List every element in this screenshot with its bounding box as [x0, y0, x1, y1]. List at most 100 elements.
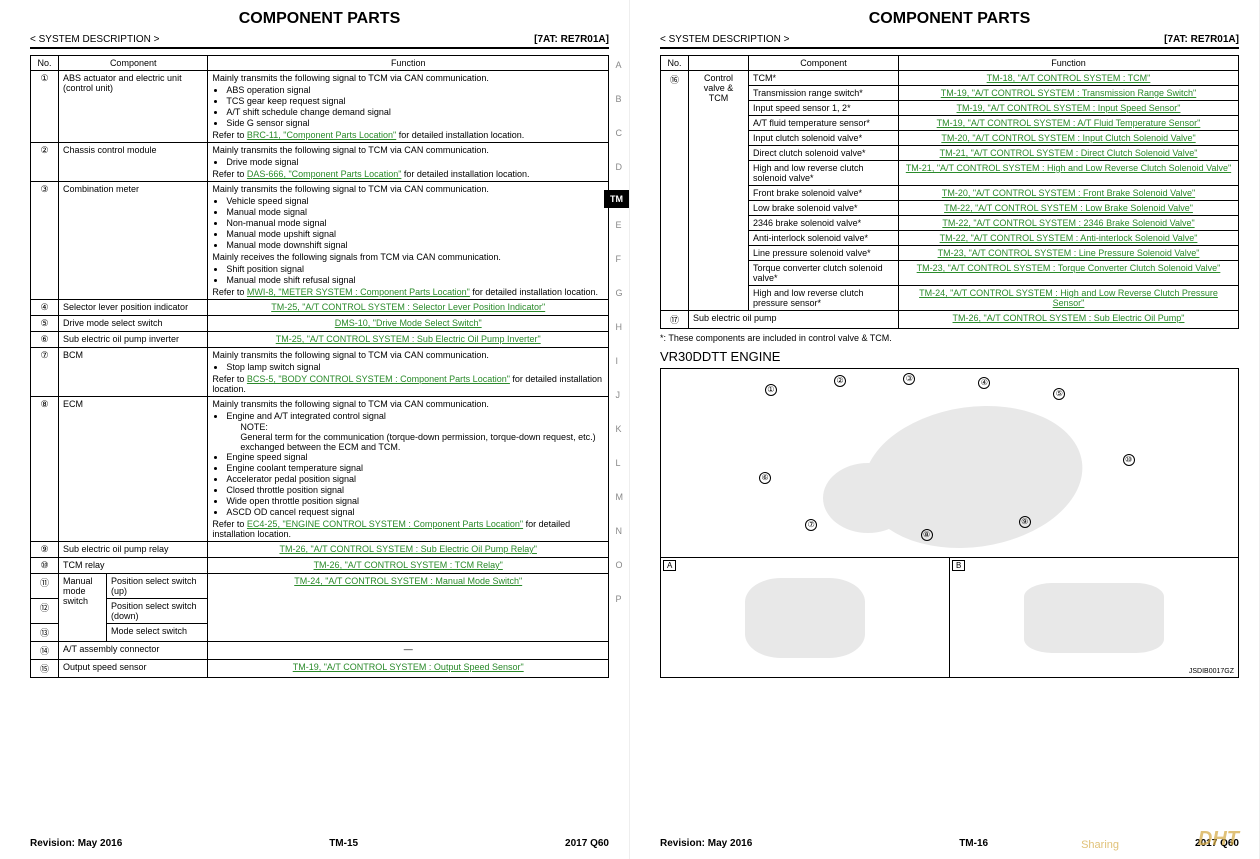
model-code: [7AT: RE7R01A] — [1164, 34, 1239, 45]
row-func: Mainly transmits the following signal to… — [208, 348, 609, 397]
ref-link[interactable]: DAS-666, "Component Parts Location" — [247, 169, 401, 179]
ref-link[interactable]: TM-20, "A/T CONTROL SYSTEM : Front Brake… — [942, 188, 1195, 198]
section-letter: F — [616, 254, 624, 264]
ref-link[interactable]: TM-22, "A/T CONTROL SYSTEM : Low Brake S… — [944, 203, 1193, 213]
ref-link[interactable]: BCS-5, "BODY CONTROL SYSTEM : Component … — [247, 374, 510, 384]
ref-link[interactable]: EC4-25, "ENGINE CONTROL SYSTEM : Compone… — [247, 519, 523, 529]
row-num: ③ — [31, 182, 59, 300]
page-footer: Revision: May 2016 TM-16 2017 Q60 — [660, 838, 1239, 849]
diagram-main-view: ① ② ③ ④ ⑤ ⑥ ⑦ ⑧ ⑨ ⑩ — [661, 369, 1238, 557]
ref-link[interactable]: TM-19, "A/T CONTROL SYSTEM : Output Spee… — [293, 662, 524, 672]
section-letter: J — [616, 390, 624, 400]
row-comp: ECM — [59, 397, 208, 542]
ref-link[interactable]: TM-24, "A/T CONTROL SYSTEM : High and Lo… — [919, 288, 1218, 308]
row-comp: Front brake solenoid valve* — [749, 186, 899, 201]
row-comp: BCM — [59, 348, 208, 397]
row-comp: Output speed sensor — [59, 660, 208, 678]
row-comp: Position select switch (down) — [107, 599, 208, 624]
row-func: TM-23, "A/T CONTROL SYSTEM : Line Pressu… — [899, 246, 1239, 261]
row-comp: Mode select switch — [107, 624, 208, 642]
page-num: TM-15 — [329, 838, 358, 849]
row-num: ⑧ — [31, 397, 59, 542]
page-num: TM-16 — [959, 838, 988, 849]
ref-link[interactable]: TM-26, "A/T CONTROL SYSTEM : Sub Electri… — [953, 313, 1185, 323]
row-func: TM-26, "A/T CONTROL SYSTEM : TCM Relay" — [208, 558, 609, 574]
row-func: TM-19, "A/T CONTROL SYSTEM : A/T Fluid T… — [899, 116, 1239, 131]
ref-link[interactable]: TM-19, "A/T CONTROL SYSTEM : Input Speed… — [957, 103, 1181, 113]
section-letter: A — [616, 60, 624, 70]
row-func: Mainly transmits the following signal to… — [208, 397, 609, 542]
ref-link[interactable]: TM-21, "A/T CONTROL SYSTEM : High and Lo… — [906, 163, 1231, 173]
ref-link[interactable]: TM-21, "A/T CONTROL SYSTEM : Direct Clut… — [940, 148, 1198, 158]
row-func: TM-19, "A/T CONTROL SYSTEM : Output Spee… — [208, 660, 609, 678]
row-num: ⑩ — [31, 558, 59, 574]
row-num: ⑥ — [31, 332, 59, 348]
row-func: TM-19, "A/T CONTROL SYSTEM : Transmissio… — [899, 86, 1239, 101]
th-func: Function — [899, 56, 1239, 71]
row-comp: Direct clutch solenoid valve* — [749, 146, 899, 161]
components-table: No. Component Function ① ABS actuator an… — [30, 55, 609, 678]
row-func: TM-24, "A/T CONTROL SYSTEM : Manual Mode… — [208, 574, 609, 642]
section-letter: P — [616, 594, 624, 604]
ref-link[interactable]: TM-25, "A/T CONTROL SYSTEM : Sub Electri… — [276, 334, 541, 344]
ref-link[interactable]: TM-19, "A/T CONTROL SYSTEM : Transmissio… — [941, 88, 1196, 98]
row-func: TM-22, "A/T CONTROL SYSTEM : Anti-interl… — [899, 231, 1239, 246]
row-comp: Chassis control module — [59, 143, 208, 182]
row-num: ⑦ — [31, 348, 59, 397]
row-comp: High and low reverse clutch pressure sen… — [749, 286, 899, 311]
row-func: TM-18, "A/T CONTROL SYSTEM : TCM" — [899, 71, 1239, 86]
sysdesc: < SYSTEM DESCRIPTION > — [660, 34, 789, 45]
section-letter: I — [616, 356, 624, 366]
row-num: ⑮ — [31, 660, 59, 678]
page-left: COMPONENT PARTS < SYSTEM DESCRIPTION > [… — [0, 0, 630, 859]
table-row: ⑭ A/T assembly connector — — [31, 642, 609, 660]
section-letter: B — [616, 94, 624, 104]
row-comp: 2346 brake solenoid valve* — [749, 216, 899, 231]
row-comp: Sub electric oil pump relay — [59, 542, 208, 558]
ref-link[interactable]: TM-18, "A/T CONTROL SYSTEM : TCM" — [987, 73, 1151, 83]
ref-link[interactable]: TM-26, "A/T CONTROL SYSTEM : TCM Relay" — [314, 560, 503, 570]
tm-tab: TM — [604, 190, 629, 208]
ref-link[interactable]: TM-22, "A/T CONTROL SYSTEM : 2346 Brake … — [942, 218, 1194, 228]
row-comp: Input speed sensor 1, 2* — [749, 101, 899, 116]
ref-link[interactable]: TM-20, "A/T CONTROL SYSTEM : Input Clutc… — [941, 133, 1195, 143]
row-func: TM-20, "A/T CONTROL SYSTEM : Input Clutc… — [899, 131, 1239, 146]
ref-link[interactable]: TM-19, "A/T CONTROL SYSTEM : A/T Fluid T… — [937, 118, 1201, 128]
ref-link[interactable]: TM-22, "A/T CONTROL SYSTEM : Anti-interl… — [940, 233, 1198, 243]
ref-link[interactable]: TM-26, "A/T CONTROL SYSTEM : Sub Electri… — [279, 544, 536, 554]
row-func: Mainly transmits the following signal to… — [208, 143, 609, 182]
revision: Revision: May 2016 — [30, 838, 122, 849]
ref-link[interactable]: TM-23, "A/T CONTROL SYSTEM : Line Pressu… — [938, 248, 1200, 258]
ref-link[interactable]: TM-24, "A/T CONTROL SYSTEM : Manual Mode… — [294, 576, 522, 586]
row-comp: Input clutch solenoid valve* — [749, 131, 899, 146]
model-year: 2017 Q60 — [565, 838, 609, 849]
ref-link[interactable]: TM-25, "A/T CONTROL SYSTEM : Selector Le… — [271, 302, 545, 312]
row-num: ② — [31, 143, 59, 182]
row-comp: TCM* — [749, 71, 899, 86]
callout-4: ④ — [978, 377, 990, 389]
ref-link[interactable]: BRC-11, "Component Parts Location" — [247, 130, 396, 140]
row-group: Manual mode switch — [59, 574, 107, 642]
model-year: 2017 Q60 — [1195, 838, 1239, 849]
row-func: TM-25, "A/T CONTROL SYSTEM : Sub Electri… — [208, 332, 609, 348]
row-func: TM-22, "A/T CONTROL SYSTEM : Low Brake S… — [899, 201, 1239, 216]
row-num: ⑨ — [31, 542, 59, 558]
ref-link[interactable]: DMS-10, "Drive Mode Select Switch" — [335, 318, 482, 328]
row-comp: Low brake solenoid valve* — [749, 201, 899, 216]
row-func: TM-19, "A/T CONTROL SYSTEM : Input Speed… — [899, 101, 1239, 116]
section-letter: M — [616, 492, 624, 502]
th-comp: Component — [59, 56, 208, 71]
row-func: TM-25, "A/T CONTROL SYSTEM : Selector Le… — [208, 300, 609, 316]
row-comp: A/T assembly connector — [59, 642, 208, 660]
row-comp: Drive mode select switch — [59, 316, 208, 332]
row-comp: High and low reverse clutch solenoid val… — [749, 161, 899, 186]
callout-9: ⑨ — [1019, 516, 1031, 528]
row-func: Mainly transmits the following signal to… — [208, 182, 609, 300]
ref-link[interactable]: TM-23, "A/T CONTROL SYSTEM : Torque Conv… — [917, 263, 1221, 273]
row-func: TM-20, "A/T CONTROL SYSTEM : Front Brake… — [899, 186, 1239, 201]
row-num: ① — [31, 71, 59, 143]
ref-link[interactable]: MWI-8, "METER SYSTEM : Component Parts L… — [247, 287, 470, 297]
section-letter: H — [616, 322, 624, 332]
engine-heading: VR30DDTT ENGINE — [660, 349, 1239, 364]
row-func: Mainly transmits the following signal to… — [208, 71, 609, 143]
